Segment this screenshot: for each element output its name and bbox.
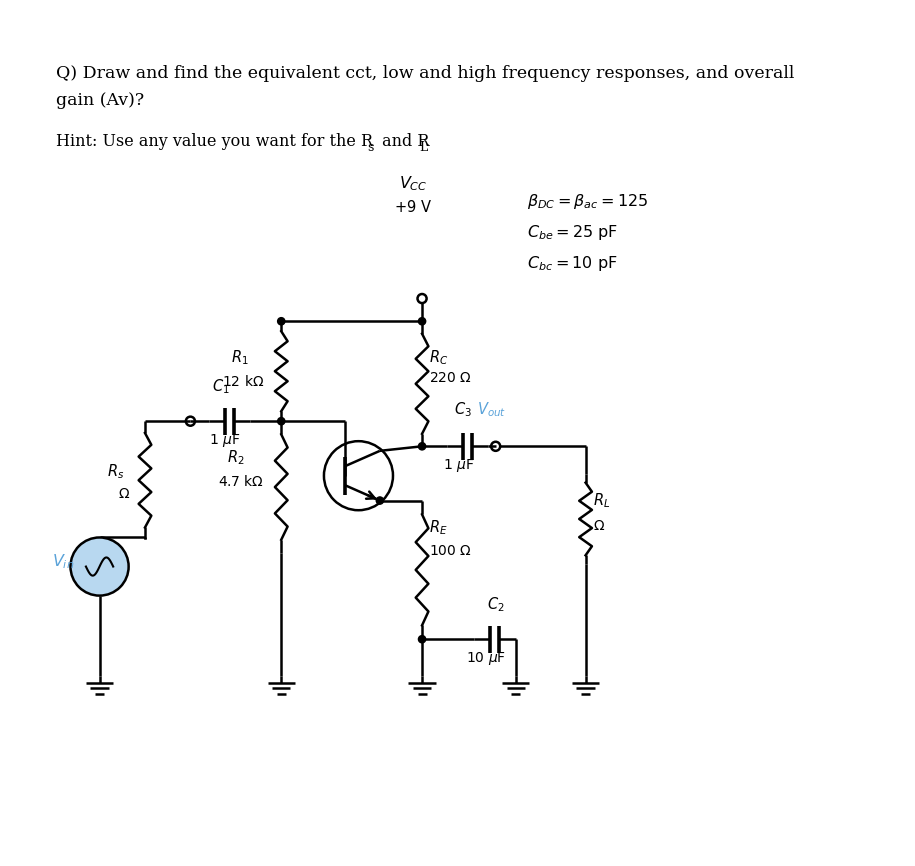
Text: L: L <box>419 141 427 154</box>
Circle shape <box>277 318 285 325</box>
Text: s: s <box>368 141 374 154</box>
Circle shape <box>418 443 425 450</box>
Text: $C_{be} = 25\ \mathrm{pF}$: $C_{be} = 25\ \mathrm{pF}$ <box>526 223 618 242</box>
Circle shape <box>418 318 425 325</box>
Circle shape <box>418 636 425 643</box>
Text: $12\ \mathrm{k}\Omega$: $12\ \mathrm{k}\Omega$ <box>222 374 264 389</box>
Text: $1\ \mu\mathrm{F}$: $1\ \mu\mathrm{F}$ <box>210 432 241 449</box>
Text: gain (Av)?: gain (Av)? <box>56 93 144 109</box>
Circle shape <box>376 497 383 504</box>
Text: $R_C$: $R_C$ <box>429 348 448 367</box>
Text: $\Omega$: $\Omega$ <box>118 487 130 501</box>
Text: $1\ \mu\mathrm{F}$: $1\ \mu\mathrm{F}$ <box>443 457 474 475</box>
Text: $R_2$: $R_2$ <box>227 449 244 467</box>
Text: Hint: Use any value you want for the R: Hint: Use any value you want for the R <box>56 133 373 150</box>
Text: $C_1$: $C_1$ <box>211 377 230 396</box>
Text: $R_L$: $R_L$ <box>593 492 610 510</box>
Text: $\Omega$: $\Omega$ <box>593 519 605 533</box>
Text: and R: and R <box>377 133 429 150</box>
Text: $C_2$: $C_2$ <box>488 595 505 614</box>
Text: $V_{out}$: $V_{out}$ <box>477 400 506 419</box>
Text: $R_1$: $R_1$ <box>231 348 249 367</box>
Circle shape <box>277 417 285 425</box>
Text: $100\ \Omega$: $100\ \Omega$ <box>429 544 472 559</box>
Text: $\beta_{DC} = \beta_{ac} = 125$: $\beta_{DC} = \beta_{ac} = 125$ <box>526 192 648 211</box>
Circle shape <box>70 538 129 596</box>
Text: $R_E$: $R_E$ <box>429 519 448 538</box>
Text: $C_{bc} = 10\ \mathrm{pF}$: $C_{bc} = 10\ \mathrm{pF}$ <box>526 254 617 273</box>
Text: $C_3$: $C_3$ <box>454 400 472 419</box>
Text: $220\ \Omega$: $220\ \Omega$ <box>429 372 472 385</box>
Text: $V_{in}$: $V_{in}$ <box>52 553 75 572</box>
Text: $10\ \mu\mathrm{F}$: $10\ \mu\mathrm{F}$ <box>466 650 506 667</box>
Text: Q) Draw and find the equivalent cct, low and high frequency responses, and overa: Q) Draw and find the equivalent cct, low… <box>56 65 794 82</box>
Text: $V_{CC}$: $V_{CC}$ <box>399 174 427 193</box>
Text: .: . <box>425 133 430 150</box>
Text: $+9\ \mathrm{V}$: $+9\ \mathrm{V}$ <box>393 198 432 215</box>
Text: $4.7\ \mathrm{k}\Omega$: $4.7\ \mathrm{k}\Omega$ <box>218 474 264 489</box>
Text: $R_s$: $R_s$ <box>107 462 124 481</box>
